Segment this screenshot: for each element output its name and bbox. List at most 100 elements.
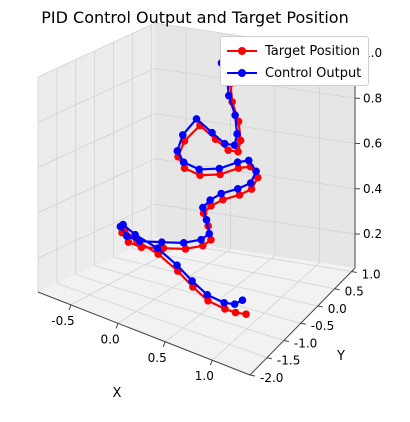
series-point-0 xyxy=(180,164,189,172)
series-point-1 xyxy=(231,111,239,119)
x-tick xyxy=(209,360,213,366)
y-tick-label: -1.5 xyxy=(277,354,300,368)
y-tick xyxy=(317,305,323,308)
series-point-0 xyxy=(137,243,146,252)
series-point-1 xyxy=(119,220,127,229)
y-tick xyxy=(283,339,289,342)
series-point-1 xyxy=(233,184,242,193)
series-line-0 xyxy=(120,52,259,316)
series-point-1 xyxy=(203,290,211,299)
series-point-1 xyxy=(220,139,229,148)
chart-title: PID Control Output and Target Position xyxy=(41,8,349,27)
series-point-0 xyxy=(181,245,190,253)
x-tick xyxy=(68,304,72,311)
legend-label-control: Control Output xyxy=(265,65,362,81)
series-point-0 xyxy=(235,191,244,199)
y-tick xyxy=(300,322,306,325)
x-tick-label: -0.5 xyxy=(51,314,74,328)
series-point-1 xyxy=(205,229,214,238)
series-point-1 xyxy=(246,179,255,187)
z-tick-label: 0.2 xyxy=(363,227,382,241)
series-point-1 xyxy=(208,128,216,137)
series-point-1 xyxy=(217,189,226,198)
series-point-1 xyxy=(220,298,228,307)
y-tick xyxy=(351,270,357,273)
x-axis-line xyxy=(37,291,251,376)
y-tick xyxy=(249,374,256,377)
legend-swatch-target xyxy=(227,45,257,57)
series-point-0 xyxy=(231,308,240,317)
series-point-1 xyxy=(199,203,207,212)
series-point-1 xyxy=(135,237,144,246)
legend: Target Position Control Output xyxy=(220,36,369,86)
x-gridline xyxy=(117,248,231,324)
y-tick xyxy=(266,357,273,360)
z-gridline-left xyxy=(37,113,156,168)
x-gridline xyxy=(212,262,320,361)
series-point-0 xyxy=(236,136,245,145)
series-point-1 xyxy=(215,164,224,173)
z-tick-label: 0.4 xyxy=(363,182,382,196)
series-line-1 xyxy=(119,59,258,306)
y-tick-label: -1.0 xyxy=(294,336,317,350)
legend-swatch-control xyxy=(227,67,257,79)
x-tick-label: 1.0 xyxy=(195,369,214,383)
y-axis-line xyxy=(249,267,356,376)
series-point-0 xyxy=(216,170,224,179)
series-point-0 xyxy=(207,202,215,210)
series-point-1 xyxy=(122,232,131,240)
series-point-1 xyxy=(195,165,204,174)
series-point-1 xyxy=(206,196,214,204)
z-gridline-back xyxy=(154,113,356,144)
series-point-1 xyxy=(202,216,211,224)
x-tick xyxy=(115,323,119,329)
x-tick xyxy=(162,341,166,347)
z-gridline-left xyxy=(37,158,156,214)
legend-item-target: Target Position xyxy=(227,42,360,60)
series-point-0 xyxy=(247,185,256,193)
series-point-0 xyxy=(196,171,204,180)
legend-label-target: Target Position xyxy=(265,43,360,59)
y-gridline xyxy=(56,282,268,359)
series-point-1 xyxy=(131,230,139,239)
series-point-0 xyxy=(204,297,212,305)
series-point-1 xyxy=(230,141,239,149)
y-gridline xyxy=(113,256,318,307)
y-tick-label: 0.5 xyxy=(345,285,364,299)
series-point-0 xyxy=(180,137,189,145)
series-point-0 xyxy=(234,147,242,156)
series-point-1 xyxy=(244,156,253,165)
z-gridline-back xyxy=(154,203,356,235)
z-gridline-left xyxy=(37,203,156,259)
series-point-0 xyxy=(159,244,168,253)
series-point-1 xyxy=(252,167,260,176)
series-point-0 xyxy=(189,283,197,291)
y-axis-label: Y xyxy=(336,349,345,364)
series-point-1 xyxy=(188,277,196,285)
z-gridline-left xyxy=(37,22,156,78)
y-tick-label: 1.0 xyxy=(362,267,381,281)
series-point-1 xyxy=(230,300,239,308)
series-point-0 xyxy=(198,241,207,250)
legend-item-control: Control Output xyxy=(227,64,361,82)
series-point-0 xyxy=(219,195,227,204)
x-gridline xyxy=(70,242,187,306)
y-tick xyxy=(334,288,340,291)
z-tick-label: 0.8 xyxy=(363,91,382,105)
series-point-0 xyxy=(221,305,229,313)
series-point-0 xyxy=(242,310,250,318)
series-point-1 xyxy=(224,91,233,100)
z-gridline-left xyxy=(37,67,156,123)
x-tick-label: 0.5 xyxy=(148,351,167,365)
series-point-1 xyxy=(238,296,247,304)
series-point-1 xyxy=(179,239,188,247)
series-point-1 xyxy=(173,147,182,155)
y-tick-label: -2.0 xyxy=(260,371,283,385)
series-point-1 xyxy=(153,244,162,252)
series-point-1 xyxy=(178,131,187,139)
series-point-0 xyxy=(254,173,262,182)
series-point-0 xyxy=(234,164,243,172)
series-point-1 xyxy=(179,158,188,167)
